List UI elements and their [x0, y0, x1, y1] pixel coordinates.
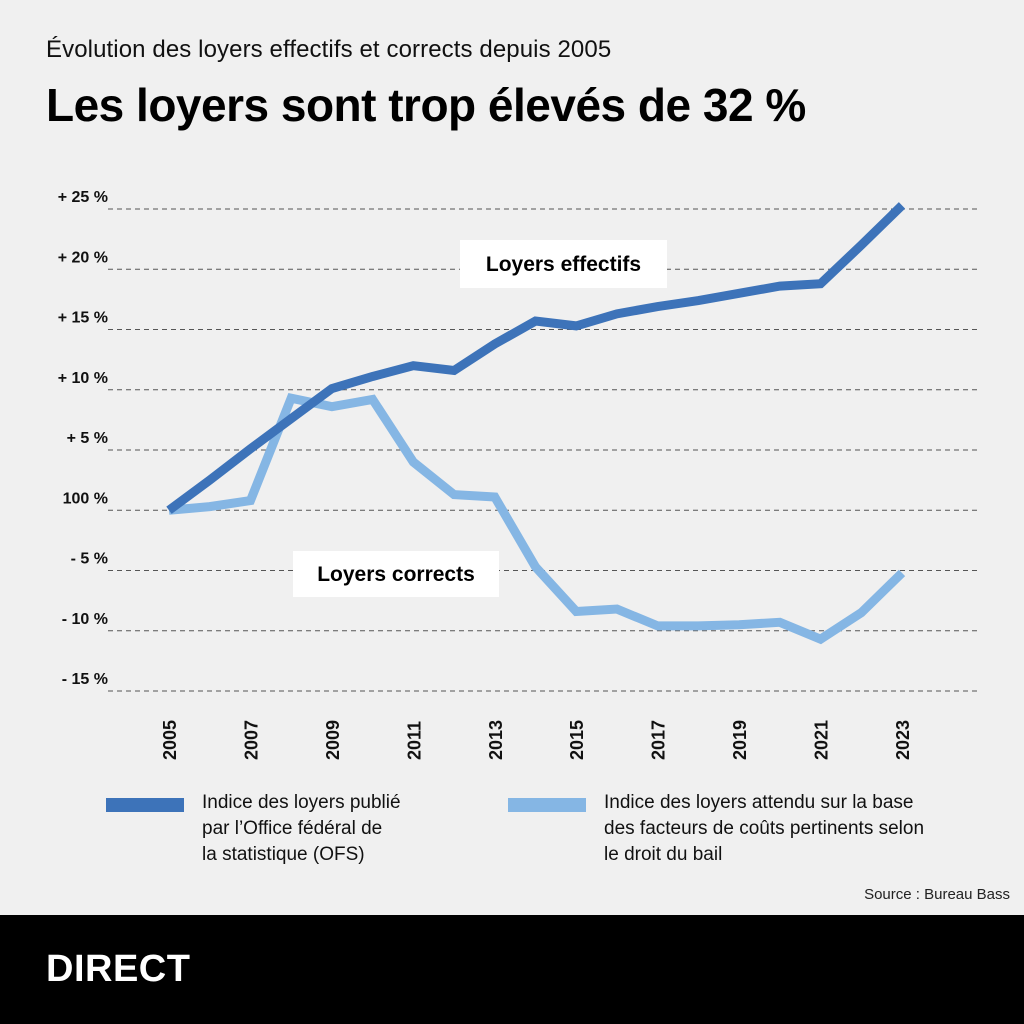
line-chart: + 25 % + 20 % + 15 % + 10 % + 5 % 100 % - 5 % -…: [58, 189, 980, 760]
annotation-corrects: Loyers corrects: [293, 551, 499, 597]
brand-logo: DIRECT: [46, 948, 191, 990]
x-axis-labels: 2005 2007 2009 2011 2013 2015 2017 2019 2021 2023: [160, 720, 913, 760]
x-tick-label: 2011: [404, 721, 424, 760]
chart-subtitle: Évolution des loyers effectifs et correc…: [46, 36, 612, 63]
x-tick-label: 2023: [893, 720, 913, 760]
legend-label-corrects: Indice des loyers attendu sur la base de…: [604, 792, 925, 865]
source-note: Source : Bureau Bass: [864, 886, 1010, 903]
y-tick-label: + 15 %: [58, 310, 108, 327]
x-tick-label: 2005: [160, 720, 180, 760]
x-tick-label: 2015: [567, 720, 587, 760]
legend-swatch-effectifs: [106, 798, 184, 812]
y-tick-label: + 25 %: [58, 189, 108, 206]
y-tick-label: - 5 %: [71, 551, 108, 568]
legend-item-effectifs: Indice des loyers publié par l’Office fé…: [106, 790, 401, 868]
y-tick-label: + 20 %: [58, 249, 108, 266]
series-lines: [166, 202, 906, 645]
y-tick-label: - 15 %: [62, 671, 108, 688]
y-tick-label: + 5 %: [67, 430, 108, 447]
legend-label-effectifs: Indice des loyers publié par l’Office fé…: [202, 792, 401, 865]
series-line-corrects: [168, 393, 906, 645]
x-tick-label: 2007: [241, 720, 261, 760]
x-tick-label: 2013: [486, 720, 506, 760]
annotations: Loyers effectifs Loyers corrects: [293, 240, 667, 597]
legend-swatch-corrects: [508, 798, 586, 812]
x-tick-label: 2021: [812, 720, 832, 760]
annotation-effectifs: Loyers effectifs: [460, 240, 667, 288]
y-tick-label: - 10 %: [62, 611, 108, 628]
annotation-effectifs-box: [460, 240, 667, 288]
series-line-effectifs: [166, 202, 906, 514]
y-tick-label: 100 %: [63, 490, 108, 507]
footer-bar: [0, 915, 1024, 1024]
x-tick-label: 2017: [649, 720, 669, 760]
chart-title: Les loyers sont trop élevés de 32 %: [46, 79, 806, 131]
legend-item-corrects: Indice des loyers attendu sur la base de…: [508, 790, 924, 868]
annotation-corrects-label: Loyers corrects: [317, 563, 475, 586]
y-tick-label: + 10 %: [58, 370, 108, 387]
x-tick-label: 2009: [323, 720, 343, 760]
x-tick-label: 2019: [730, 720, 750, 760]
y-axis-labels: + 25 % + 20 % + 15 % + 10 % + 5 % 100 % - 5 % -…: [58, 189, 108, 688]
annotation-corrects-box: [293, 551, 499, 597]
annotation-effectifs-label: Loyers effectifs: [486, 253, 641, 276]
